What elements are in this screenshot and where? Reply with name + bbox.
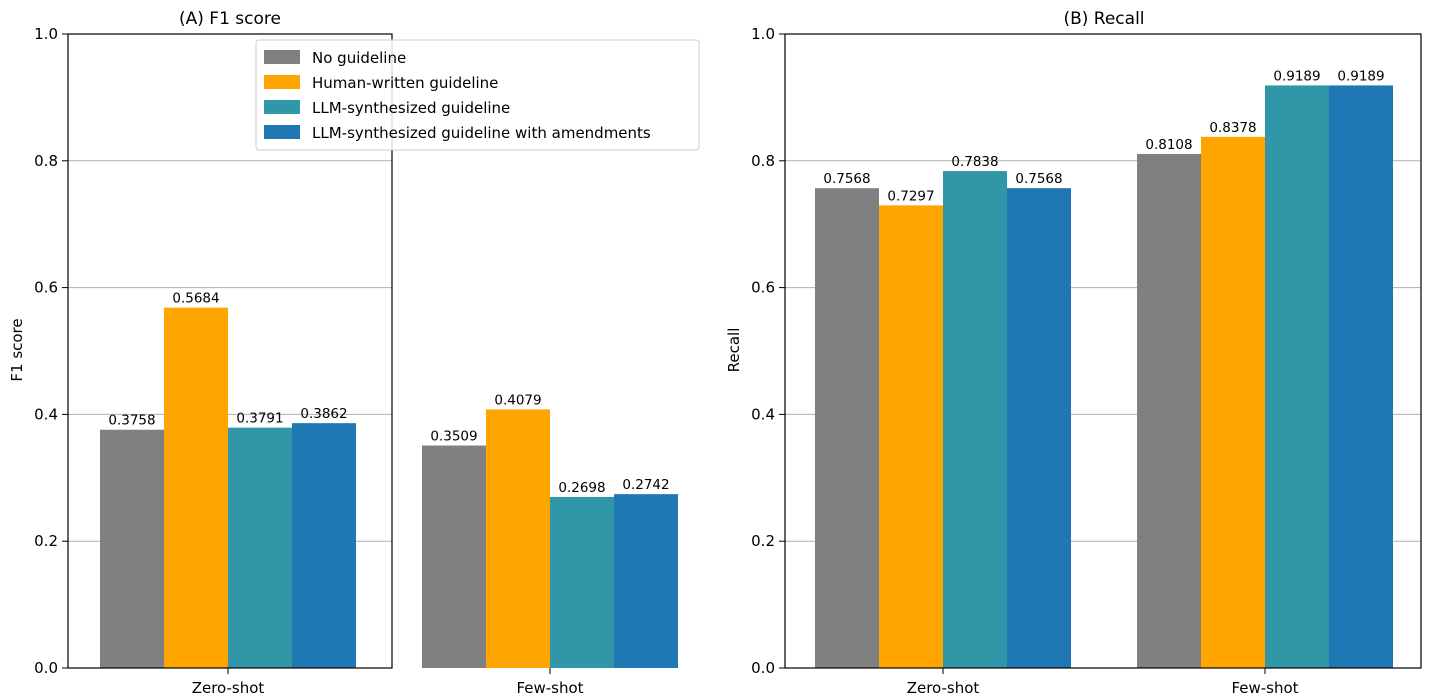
bar xyxy=(550,496,614,668)
bar xyxy=(1329,85,1393,668)
data-label: 0.3758 xyxy=(108,413,155,429)
legend-label: LLM-synthesized guideline with amendment… xyxy=(312,124,651,142)
bar xyxy=(100,429,164,668)
chart-title: (B) Recall xyxy=(1063,9,1144,29)
y-axis-label: Recall xyxy=(725,328,743,373)
y-tick-label: 0.6 xyxy=(751,279,775,297)
legend-swatch xyxy=(264,125,300,139)
bar-group xyxy=(815,85,1393,669)
y-tick-label: 0.2 xyxy=(751,532,775,550)
y-tick-label: 1.0 xyxy=(751,25,775,43)
data-label: 0.9189 xyxy=(1273,68,1320,84)
y-tick-label: 0.8 xyxy=(751,152,775,170)
y-tick-label: 0.4 xyxy=(751,405,775,423)
bar xyxy=(614,494,678,668)
x-tick-label: Few-shot xyxy=(1231,679,1298,697)
chart-title: (A) F1 score xyxy=(179,9,281,29)
legend-label: Human-written guideline xyxy=(312,74,498,92)
bar-group xyxy=(100,307,678,668)
data-label: 0.9189 xyxy=(1337,68,1384,84)
legend-swatch xyxy=(264,50,300,64)
data-label: 0.7297 xyxy=(887,188,934,204)
bar xyxy=(422,445,486,668)
data-label: 0.5684 xyxy=(172,291,219,307)
y-tick-label: 0.0 xyxy=(751,659,775,677)
bar xyxy=(943,171,1007,668)
bar xyxy=(879,205,943,669)
legend-label: No guideline xyxy=(312,49,406,67)
x-tick-label: Zero-shot xyxy=(192,679,265,697)
bar xyxy=(1201,136,1265,669)
y-axis: 0.0 0.2 0.4 0.6 0.8 1.0 xyxy=(751,25,785,677)
panel-f1-score: (A) F1 score F1 score 0.3758 0.5684 0.3791… xyxy=(8,9,700,697)
bar xyxy=(486,409,550,668)
data-label: 0.3509 xyxy=(430,429,477,445)
plot-frame xyxy=(784,33,1422,669)
data-label: 0.7568 xyxy=(823,171,870,187)
legend-label: LLM-synthesized guideline xyxy=(312,99,510,117)
bar xyxy=(1265,85,1329,668)
y-axis: 0.0 0.2 0.4 0.6 0.8 1.0 xyxy=(34,25,68,677)
data-label: 0.3862 xyxy=(300,406,347,422)
data-labels: 0.3758 0.5684 0.3791 0.3862 0.3509 0.4079 0.26… xyxy=(108,291,669,496)
y-tick-label: 0.2 xyxy=(34,532,58,550)
data-label: 0.7838 xyxy=(951,154,998,170)
data-label: 0.2742 xyxy=(622,477,669,493)
x-axis: Zero-shot Few-shot xyxy=(192,668,584,697)
bar xyxy=(292,423,356,668)
legend: No guideline Human-written guideline LLM-s… xyxy=(255,39,700,151)
bar xyxy=(815,188,879,669)
panel-recall: (B) Recall Recall 0.75680.72970.78380.75… xyxy=(725,9,1422,697)
y-tick-label: 0.0 xyxy=(34,659,58,677)
plot-frame xyxy=(67,33,393,669)
y-tick-label: 0.6 xyxy=(34,279,58,297)
y-axis-label: F1 score xyxy=(8,318,26,381)
data-labels: 0.7568 0.7297 0.7838 0.7568 0.8108 0.8378 0.91… xyxy=(823,68,1384,204)
data-label: 0.3791 xyxy=(236,411,283,427)
x-tick-label: Few-shot xyxy=(516,679,583,697)
y-tick-label: 0.4 xyxy=(34,405,58,423)
data-label: 0.4079 xyxy=(494,392,541,408)
x-tick-label: Zero-shot xyxy=(907,679,980,697)
bar xyxy=(1007,188,1071,669)
legend-box xyxy=(255,39,700,151)
legend-swatch xyxy=(264,75,300,89)
data-label: 0.8108 xyxy=(1145,137,1192,153)
x-axis: Zero-shot Few-shot xyxy=(907,668,1299,697)
y-tick-label: 1.0 xyxy=(34,25,58,43)
y-tick-label: 0.8 xyxy=(34,152,58,170)
bar xyxy=(228,427,292,668)
bar xyxy=(1137,153,1201,668)
data-label: 0.2698 xyxy=(558,480,605,496)
data-label: 0.7568 xyxy=(1015,171,1062,187)
legend-swatch xyxy=(264,100,300,114)
bar xyxy=(164,307,228,668)
data-label: 0.8378 xyxy=(1209,120,1256,136)
